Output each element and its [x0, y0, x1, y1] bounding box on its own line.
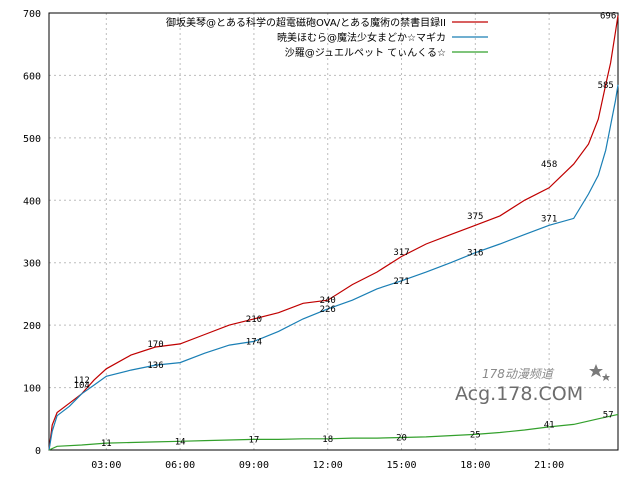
legend-label-3: 沙羅@ジュエルペット てぃんくる☆ [285, 47, 446, 59]
data-label: 41 [544, 420, 555, 430]
data-label: 20 [396, 434, 407, 444]
star-icon [589, 364, 610, 381]
legend-label-1: 御坂美琴@とある科学の超電磁砲OVA/とある魔術の禁書目録II [166, 16, 446, 29]
data-label: 316 [467, 249, 483, 259]
data-label: 585 [598, 81, 614, 91]
x-tick-label: 03:00 [91, 460, 121, 471]
data-label: 371 [541, 214, 557, 224]
data-label: 317 [393, 248, 409, 258]
data-label: 11 [101, 439, 112, 449]
x-tick-label: 09:00 [239, 460, 269, 471]
y-tick-label: 300 [23, 259, 41, 270]
x-tick-label: 06:00 [165, 460, 195, 471]
x-tick-label: 18:00 [460, 460, 490, 471]
x-tick-label: 21:00 [534, 460, 564, 471]
data-label: 112 [74, 376, 90, 386]
series-line-2 [48, 84, 619, 451]
y-tick-label: 200 [23, 321, 41, 332]
y-tick-label: 500 [23, 134, 41, 145]
data-label: 136 [147, 361, 163, 371]
legend: 御坂美琴@とある科学の超電磁砲OVA/とある魔術の禁書目録II 暁美ほむら@魔法少… [166, 16, 488, 59]
series-line-3 [48, 413, 619, 451]
data-label: 240 [320, 296, 336, 306]
data-label: 174 [246, 337, 262, 347]
y-tick-label: 0 [35, 446, 41, 457]
series-line-1 [48, 15, 619, 451]
data-label: 226 [320, 305, 336, 315]
x-tick-label: 12:00 [313, 460, 343, 471]
data-label: 271 [393, 277, 409, 287]
series-lines [48, 15, 619, 451]
data-label: 210 [246, 315, 262, 325]
data-label: 18 [322, 435, 333, 445]
data-label: 14 [175, 437, 186, 447]
watermark-line1: 178动漫频道 [482, 367, 555, 381]
data-label: 104 [74, 381, 90, 391]
y-tick-label: 600 [23, 71, 41, 82]
y-tick-label: 100 [23, 384, 41, 395]
watermark: 178动漫频道 Acg.178.COM [455, 364, 610, 405]
y-tick-label: 700 [23, 9, 41, 20]
data-label: 25 [470, 430, 481, 440]
x-tick-label: 15:00 [386, 460, 416, 471]
watermark-line2: Acg.178.COM [455, 383, 583, 405]
y-axis-ticks: 0 100 200 300 400 500 600 700 [23, 9, 41, 457]
y-tick-label: 400 [23, 196, 41, 207]
data-label: 170 [147, 340, 163, 350]
legend-label-2: 暁美ほむら@魔法少女まどか☆マギカ [277, 31, 446, 44]
data-label: 57 [603, 410, 614, 420]
x-axis-ticks: 03:00 06:00 09:00 12:00 15:00 18:00 21:00 [91, 460, 564, 471]
plot-frame [48, 12, 619, 451]
data-label: 696 [600, 11, 616, 21]
data-label: 375 [467, 212, 483, 222]
axes [48, 12, 619, 451]
data-labels: 112 170 210 240 317 375 458 585 696 104 136 174 226 2… [74, 11, 617, 449]
data-label: 458 [541, 160, 557, 170]
data-label: 17 [248, 435, 259, 445]
